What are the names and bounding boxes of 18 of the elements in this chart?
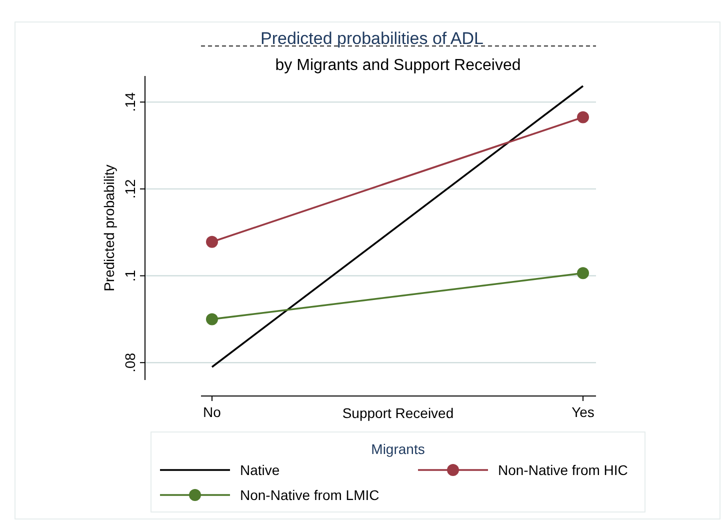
legend-label: Non-Native from LMIC [240, 487, 380, 503]
legend-label: Non-Native from HIC [498, 462, 628, 478]
point [577, 111, 589, 124]
y-tick-label: .14 [122, 92, 138, 112]
y-tick-label: .12 [122, 178, 138, 199]
chart-subtitle: by Migrants and Support Received [275, 57, 521, 74]
y-tick-label: .08 [122, 352, 138, 372]
x-axis-title: Support Received [342, 405, 454, 421]
x-tick-label: No [203, 404, 222, 420]
point [206, 236, 218, 248]
legend-label: Native [240, 462, 280, 478]
y-tick-label: .1 [122, 270, 138, 282]
x-tick-label: Yes [572, 404, 594, 420]
legend-title: Migrants [371, 441, 425, 457]
chart-title: Predicted probabilities of ADL [260, 29, 484, 48]
point [577, 267, 589, 280]
point [206, 313, 218, 326]
y-axis-title: Predicted probability [101, 164, 117, 292]
